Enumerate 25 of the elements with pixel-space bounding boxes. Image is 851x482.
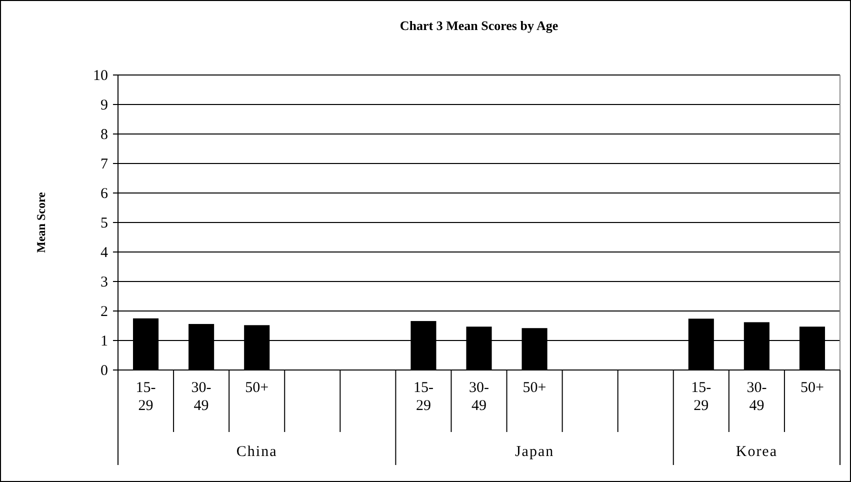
text: Japan: [514, 444, 554, 460]
x-tick-label: 15-29: [691, 380, 712, 414]
x-tick-label: 15-29: [136, 380, 156, 414]
y-axis-title: Mean Score: [34, 191, 48, 253]
y-tick-label: 2: [100, 304, 108, 320]
x-tick-label: 50+: [522, 380, 546, 396]
y-tick-label: 8: [100, 127, 108, 143]
x-tick-label: 50+: [800, 380, 824, 396]
x-tick-label: 30-49: [469, 380, 489, 414]
x-tick-label: 30-49: [191, 380, 212, 414]
text: Korea: [736, 444, 778, 460]
y-tick-label: 4: [100, 245, 108, 261]
y-tick-label: 10: [93, 68, 108, 84]
y-tick-label: 5: [100, 216, 108, 232]
y-tick-label: 3: [100, 274, 108, 290]
x-tick-label: 30-49: [746, 380, 767, 414]
y-tick-label: 1: [100, 334, 108, 350]
text: China: [236, 444, 278, 460]
y-tick-label: 6: [100, 186, 108, 202]
x-tick-label: 50+: [245, 380, 269, 396]
y-tick-label: 0: [100, 363, 108, 379]
y-tick-label: 7: [100, 156, 108, 172]
x-tick-label: 15-29: [413, 380, 434, 414]
y-tick-label: 9: [100, 98, 108, 114]
chart-title: Chart 3 Mean Scores by Age: [400, 18, 558, 33]
